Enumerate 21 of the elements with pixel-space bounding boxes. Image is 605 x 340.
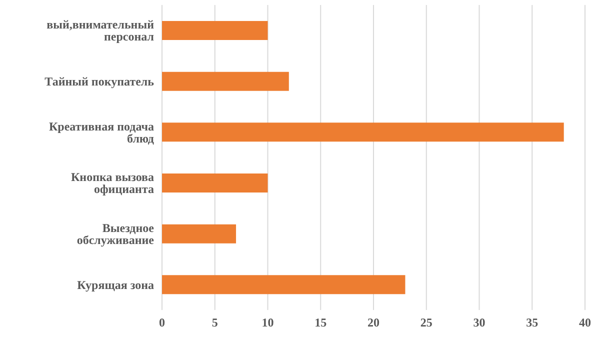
y-tick-label: Выездное обслуживание — [76, 221, 155, 248]
bar — [162, 174, 268, 192]
x-tick-label: 10 — [262, 316, 274, 330]
bar — [162, 72, 289, 91]
x-tick-label: 35 — [526, 316, 538, 330]
bar — [162, 275, 406, 294]
y-tick-label: вый,внимательный персонал — [46, 18, 154, 44]
y-tick-label: Тайный покупатель — [44, 74, 155, 89]
bar — [162, 122, 564, 142]
y-tick-label: Курящая зона — [77, 278, 154, 292]
x-tick-label: 5 — [212, 316, 218, 330]
x-tick-label: 0 — [159, 316, 165, 330]
x-tick-label: 15 — [314, 316, 327, 330]
x-tick-label: 20 — [368, 316, 380, 330]
x-tick-label: 30 — [473, 316, 486, 330]
bar — [162, 21, 268, 40]
y-tick-label: Кнопка вызова официанта — [70, 170, 154, 196]
x-tick-label: 25 — [420, 316, 432, 330]
bar — [162, 224, 236, 244]
y-tick-label: Креативная подача блюд — [48, 119, 154, 146]
x-tick-label: 40 — [579, 316, 591, 330]
